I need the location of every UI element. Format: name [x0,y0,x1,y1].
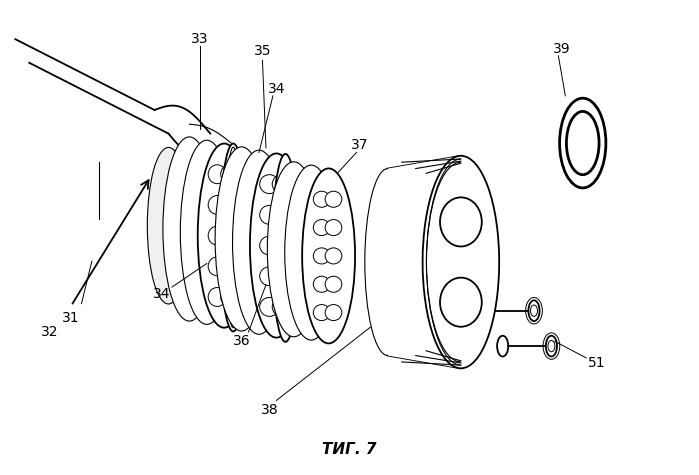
Ellipse shape [260,205,279,224]
Ellipse shape [423,156,499,368]
Ellipse shape [325,248,342,264]
Ellipse shape [260,175,279,194]
Ellipse shape [325,191,342,207]
Ellipse shape [221,257,239,276]
Ellipse shape [163,137,216,321]
Ellipse shape [272,236,291,255]
Ellipse shape [272,205,291,224]
Ellipse shape [313,248,330,264]
Ellipse shape [546,336,557,357]
Ellipse shape [208,287,226,306]
Ellipse shape [313,304,330,321]
Ellipse shape [272,154,298,342]
Polygon shape [388,156,461,368]
Ellipse shape [260,267,279,285]
Text: 32: 32 [41,325,59,339]
Ellipse shape [313,219,330,236]
Ellipse shape [440,278,482,327]
Ellipse shape [267,162,320,337]
Ellipse shape [208,196,226,214]
Text: 34: 34 [153,287,171,301]
Text: 38: 38 [261,403,278,417]
Ellipse shape [180,140,233,324]
Ellipse shape [272,175,291,194]
Text: 35: 35 [254,44,271,58]
Ellipse shape [272,267,291,285]
Text: 36: 36 [233,334,250,348]
Ellipse shape [260,236,279,255]
Ellipse shape [220,143,247,332]
Ellipse shape [208,257,226,276]
Ellipse shape [208,226,226,245]
Ellipse shape [313,276,330,292]
Text: 37: 37 [351,138,368,152]
Text: ΤИГ. 7: ΤИГ. 7 [322,443,377,457]
Ellipse shape [221,165,239,184]
Ellipse shape [221,287,239,306]
Text: 31: 31 [62,311,80,325]
Text: 39: 39 [553,42,570,56]
Ellipse shape [325,276,342,292]
Text: 34: 34 [268,82,285,96]
Ellipse shape [284,165,338,340]
Ellipse shape [250,153,303,338]
Ellipse shape [215,147,268,331]
Ellipse shape [233,150,285,334]
Ellipse shape [325,304,342,321]
Ellipse shape [440,197,482,247]
Ellipse shape [272,297,291,316]
Ellipse shape [147,147,189,304]
Ellipse shape [221,196,239,214]
Ellipse shape [325,219,342,236]
Ellipse shape [365,169,411,356]
Ellipse shape [198,143,251,328]
Text: 51: 51 [588,356,605,370]
Ellipse shape [302,169,355,343]
Ellipse shape [221,226,239,245]
Ellipse shape [208,165,226,184]
Ellipse shape [313,191,330,207]
Text: 33: 33 [191,32,208,46]
Ellipse shape [497,336,508,357]
Ellipse shape [528,300,540,321]
Ellipse shape [260,297,279,316]
Ellipse shape [480,300,491,321]
